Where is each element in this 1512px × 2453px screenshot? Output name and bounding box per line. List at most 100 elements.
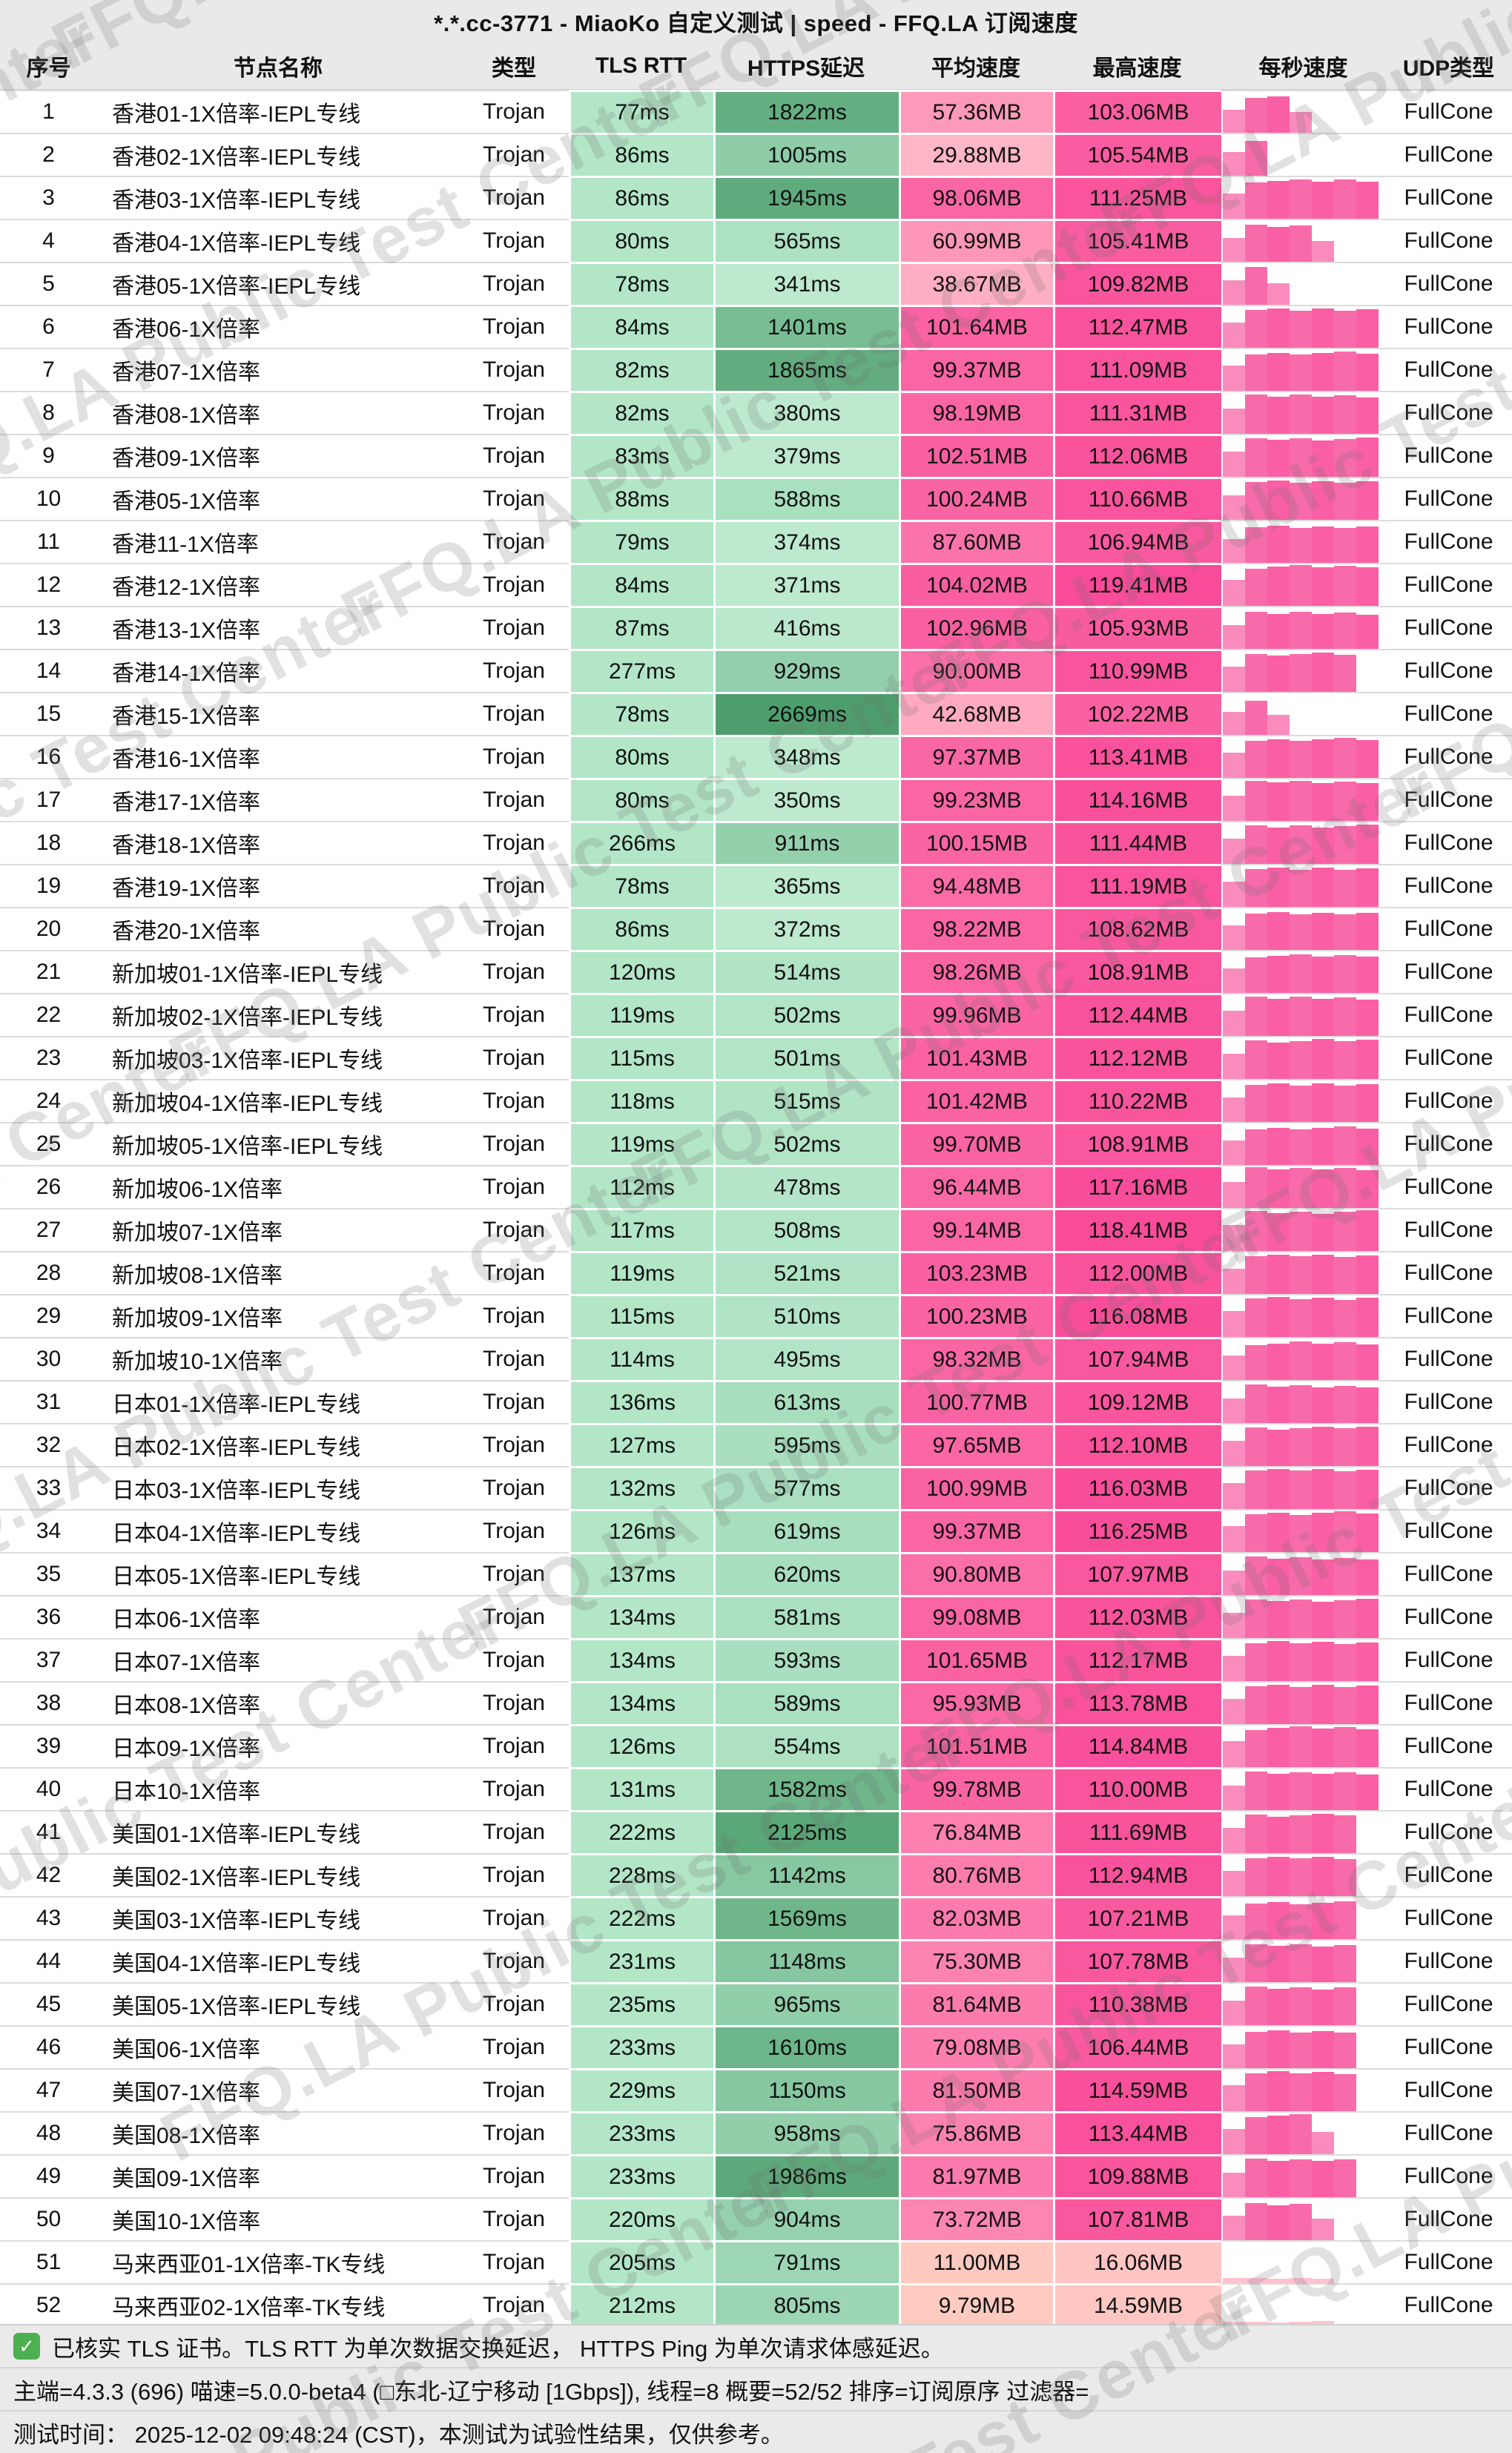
speed-bars-cell [1221,1122,1385,1165]
https-delay-cell: 508ms [713,1208,899,1251]
tls-rtt-cell: 134ms [569,1638,713,1681]
row-index-cell: 10 [0,477,97,520]
speed-bars-cell [1221,1380,1385,1423]
per-second-speed-bars [1221,1424,1385,1466]
avg-speed-cell: 29.88MB [899,133,1053,176]
max-speed-cell: 114.59MB [1053,2068,1221,2111]
https-delay-cell: 958ms [713,2111,899,2154]
per-second-speed-bars [1221,1941,1385,1982]
node-name-cell: 美国05-1X倍率-IEPL专线 [97,1982,459,2025]
tls-rtt-cell: 134ms [569,1681,713,1724]
speed-bar [1245,869,1267,907]
avg-speed-cell: 73.72MB [899,2197,1053,2240]
footer-test-time: 测试时间： 2025-12-02 09:48:24 (CST)，本测试为试验性结… [0,2410,1512,2453]
speed-bar [1223,1613,1245,1638]
max-speed-cell: 102.22MB [1053,692,1221,735]
https-delay-cell: 416ms [713,606,899,649]
speed-bar [1267,1902,1290,1939]
node-name-cell: 美国08-1X倍率 [97,2111,459,2154]
speed-bar [1290,2278,1312,2283]
speed-bars-cell [1221,735,1385,778]
node-name-cell: 马来西亚01-1X倍率-TK专线 [97,2240,459,2283]
row-index-cell: 37 [0,1638,97,1681]
https-delay-cell: 1142ms [713,1853,899,1896]
speed-bar [1356,1170,1379,1208]
protocol-type-cell: Trojan [459,520,569,563]
table-row: 43 美国03-1X倍率-IEPL专线 Trojan 222ms 1569ms 82.03… [0,1896,1512,1939]
avg-speed-cell: 103.23MB [899,1251,1053,1294]
max-speed-cell: 109.82MB [1053,262,1221,305]
protocol-type-cell: Trojan [459,1681,569,1724]
speed-bar [1223,1140,1245,1165]
protocol-type-cell: Trojan [459,2025,569,2068]
max-speed-cell: 107.21MB [1053,1896,1221,1939]
speed-bar [1290,1726,1312,1767]
node-name-cell: 美国03-1X倍率-IEPL专线 [97,1896,459,1939]
speed-bar [1223,2216,1245,2240]
avg-speed-cell: 97.65MB [899,1423,1053,1466]
speed-bar [1245,1298,1267,1337]
speed-bar [1245,2203,1267,2240]
row-index-cell: 6 [0,305,97,348]
udp-type-cell: FullCone [1385,735,1512,778]
avg-speed-cell: 81.97MB [899,2154,1053,2197]
speed-bar [1245,2073,1267,2111]
table-row: 4 香港04-1X倍率-IEPL专线 Trojan 80ms 565ms 60.99MB 1… [0,219,1512,262]
speed-bar [1245,267,1267,305]
speed-bar [1334,351,1356,391]
table-row: 13 香港13-1X倍率 Trojan 87ms 416ms 102.96MB 105.93… [0,606,1512,649]
speed-bar [1312,1602,1334,1638]
max-speed-cell: 114.84MB [1053,1724,1221,1767]
speed-bar [1312,1298,1334,1337]
protocol-type-cell: Trojan [459,563,569,606]
speed-bars-cell [1221,1896,1385,1939]
speed-bar [1267,828,1290,864]
speed-bar [1245,527,1267,563]
max-speed-cell: 105.41MB [1053,219,1221,262]
udp-type-cell: FullCone [1385,1079,1512,1122]
speed-bar [1312,783,1334,821]
node-name-cell: 美国04-1X倍率-IEPL专线 [97,1939,459,1982]
table-row: 14 香港14-1X倍率 Trojan 277ms 929ms 90.00MB 110.99… [0,649,1512,692]
table-row: 26 新加坡06-1X倍率 Trojan 112ms 478ms 96.44MB 117.1… [0,1165,1512,1208]
speed-bar [1356,1559,1379,1595]
speed-bar [1267,912,1290,950]
avg-speed-cell: 102.96MB [899,606,1053,649]
tls-rtt-cell: 233ms [569,2111,713,2154]
speed-bar [1312,1814,1334,1853]
per-second-speed-bars [1221,220,1385,262]
speed-bar [1223,2173,1245,2197]
speed-bar [1334,1772,1356,1810]
per-second-speed-bars [1221,736,1385,778]
protocol-type-cell: Trojan [459,477,569,520]
speed-bar [1290,438,1312,477]
max-speed-cell: 118.41MB [1053,1208,1221,1251]
node-name-cell: 新加坡09-1X倍率 [97,1294,459,1337]
row-index-cell: 2 [0,133,97,176]
speed-bar [1290,1987,1312,2025]
avg-speed-cell: 9.79MB [899,2283,1053,2326]
speed-bar [1312,567,1334,606]
speed-bar [1245,1345,1267,1380]
node-name-cell: 香港14-1X倍率 [97,649,459,692]
per-second-speed-bars [1221,865,1385,907]
table-row: 40 日本10-1X倍率 Trojan 131ms 1582ms 99.78MB 110.0… [0,1767,1512,1810]
avg-speed-cell: 99.23MB [899,778,1053,821]
per-second-speed-bars [1221,564,1385,606]
avg-speed-cell: 98.06MB [899,176,1053,219]
speed-bar [1223,539,1245,563]
udp-type-cell: FullCone [1385,1939,1512,1982]
speed-bar [1356,1040,1379,1079]
row-index-cell: 9 [0,434,97,477]
speed-bar [1223,1097,1245,1122]
speed-bar [1334,914,1356,950]
speed-bar [1356,1298,1379,1337]
speed-bar [1267,1297,1290,1337]
tls-rtt-cell: 86ms [569,133,713,176]
speed-bar [1334,1558,1356,1595]
speed-bar [1267,397,1290,434]
protocol-type-cell: Trojan [459,1810,569,1853]
tls-rtt-cell: 84ms [569,305,713,348]
max-speed-cell: 105.93MB [1053,606,1221,649]
speed-bar [1334,738,1356,778]
